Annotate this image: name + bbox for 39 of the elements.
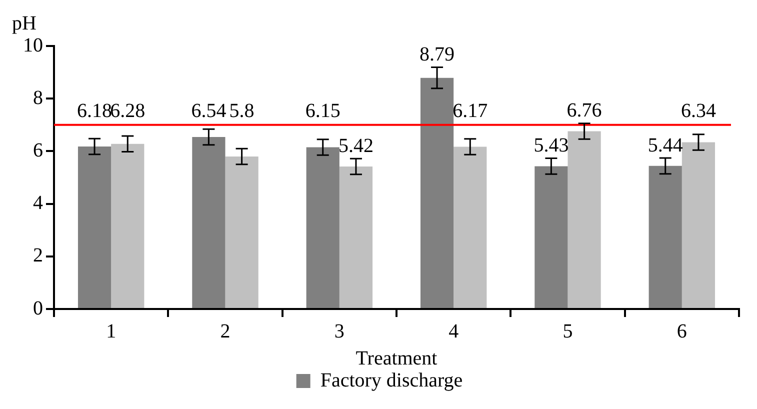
- y-tick-label: 8: [33, 86, 43, 109]
- x-tick-label: 1: [106, 320, 116, 342]
- y-tick-label: 6: [33, 139, 43, 162]
- data-label: 8.79: [420, 44, 455, 66]
- data-label: 5.44: [648, 134, 683, 156]
- x-axis-title: Treatment: [356, 347, 438, 370]
- bar: [78, 146, 112, 308]
- data-label: 5.42: [338, 134, 374, 157]
- data-label: 6.34: [680, 100, 716, 122]
- data-label: 5.8: [229, 100, 254, 122]
- y-tick-label: 10: [23, 34, 43, 56]
- legend-label: Factory discharge: [320, 369, 463, 392]
- x-tick-label: 6: [676, 320, 687, 342]
- bar: [682, 142, 716, 308]
- data-label: 6.15: [305, 100, 340, 122]
- bar: [192, 137, 226, 308]
- bar: [534, 166, 568, 308]
- data-label: 6.17: [452, 100, 488, 122]
- bar: [568, 131, 601, 308]
- y-axis-title: pH: [12, 12, 36, 34]
- x-tick-label: 5: [562, 320, 573, 342]
- data-label: 6.76: [566, 100, 602, 122]
- y-tick-label: 2: [33, 244, 43, 267]
- data-label: 5.43: [534, 134, 569, 157]
- bar: [648, 166, 682, 308]
- bar: [306, 147, 340, 308]
- x-tick-label: 4: [448, 320, 459, 342]
- bar: [225, 156, 258, 308]
- data-label: 6.28: [110, 100, 146, 122]
- y-tick-label: 0: [33, 297, 43, 320]
- x-tick-label: 2: [220, 320, 230, 342]
- bar: [339, 166, 373, 308]
- bar: [111, 144, 144, 308]
- data-label: 6.18: [77, 100, 112, 122]
- data-label: 6.54: [191, 100, 226, 122]
- bar: [420, 78, 454, 308]
- x-tick-label: 3: [334, 320, 344, 342]
- bar: [454, 146, 487, 308]
- y-tick-label: 4: [33, 192, 43, 214]
